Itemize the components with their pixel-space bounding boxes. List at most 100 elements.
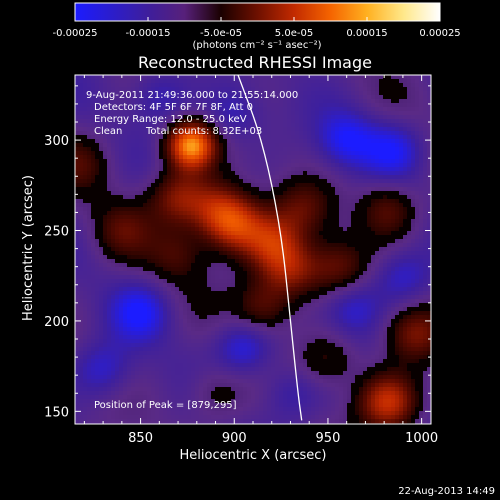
heatmap-cell	[75, 195, 80, 200]
heatmap-cell	[151, 207, 156, 212]
heatmap-cell	[159, 151, 164, 156]
heatmap-cell	[203, 239, 208, 244]
heatmap-cell	[83, 79, 88, 84]
heatmap-cell	[83, 99, 88, 104]
heatmap-cell	[255, 179, 260, 184]
heatmap-cell	[411, 211, 416, 216]
heatmap-cell	[391, 251, 396, 256]
heatmap-cell	[383, 123, 388, 128]
heatmap-cell	[99, 191, 104, 196]
heatmap-cell	[371, 167, 376, 172]
heatmap-cell	[187, 255, 192, 260]
heatmap-cell	[391, 99, 396, 104]
heatmap-cell	[427, 95, 431, 100]
heatmap-cell	[263, 195, 268, 200]
heatmap-cell	[107, 143, 112, 148]
heatmap-cell	[375, 255, 380, 260]
heatmap-cell	[323, 279, 328, 284]
heatmap-cell	[195, 87, 200, 92]
heatmap-cell	[171, 183, 176, 188]
heatmap-cell	[315, 159, 320, 164]
heatmap-cell	[411, 151, 416, 156]
heatmap-cell	[167, 139, 172, 144]
heatmap-cell	[95, 99, 100, 104]
heatmap-cell	[411, 279, 416, 284]
heatmap-cell	[139, 95, 144, 100]
heatmap-cell	[135, 87, 140, 92]
heatmap-cell	[339, 131, 344, 136]
heatmap-cell	[123, 279, 128, 284]
heatmap-cell	[343, 79, 348, 84]
heatmap-cell	[371, 75, 376, 80]
heatmap-cell	[91, 111, 96, 116]
heatmap-cell	[275, 119, 280, 124]
heatmap-cell	[151, 167, 156, 172]
heatmap-cell	[235, 131, 240, 136]
heatmap-cell	[183, 155, 188, 160]
heatmap-cell	[147, 135, 152, 140]
heatmap-cell	[107, 211, 112, 216]
heatmap-cell	[287, 267, 292, 272]
heatmap-cell	[311, 211, 316, 216]
heatmap-cell	[111, 247, 116, 252]
heatmap-cell	[175, 155, 180, 160]
heatmap-cell	[343, 267, 348, 272]
heatmap-cell	[267, 187, 272, 192]
heatmap-cell	[319, 267, 324, 272]
heatmap-cell	[383, 295, 388, 300]
heatmap-cell	[191, 151, 196, 156]
heatmap-cell	[99, 231, 104, 236]
heatmap-cell	[207, 243, 212, 248]
heatmap-cell	[175, 111, 180, 116]
heatmap-cell	[391, 95, 396, 100]
heatmap-cell	[191, 259, 196, 264]
heatmap-cell	[131, 287, 136, 292]
heatmap-cell	[159, 95, 164, 100]
heatmap-cell	[423, 107, 428, 112]
heatmap-cell	[199, 115, 204, 120]
heatmap-cell	[87, 147, 92, 152]
heatmap-cell	[387, 243, 392, 248]
heatmap-cell	[339, 151, 344, 156]
heatmap-cell	[387, 131, 392, 136]
heatmap-cell	[159, 119, 164, 124]
heatmap-cell	[115, 283, 120, 288]
heatmap-cell	[411, 295, 416, 300]
heatmap-cell	[259, 199, 264, 204]
heatmap-cell	[219, 263, 224, 268]
heatmap-cell	[299, 79, 304, 84]
heatmap-cell	[111, 243, 116, 248]
heatmap-cell	[183, 243, 188, 248]
heatmap-cell	[415, 135, 420, 140]
heatmap-cell	[79, 151, 84, 156]
heatmap-cell	[103, 163, 108, 168]
heatmap-cell	[199, 271, 204, 276]
heatmap-cell	[291, 183, 296, 188]
heatmap-cell	[83, 119, 88, 124]
heatmap-cell	[383, 131, 388, 136]
heatmap-cell	[267, 267, 272, 272]
heatmap-cell	[279, 247, 284, 252]
heatmap-cell	[135, 115, 140, 120]
heatmap-cell	[91, 267, 96, 272]
heatmap-cell	[283, 283, 288, 288]
heatmap-cell	[143, 79, 148, 84]
heatmap-cell	[119, 123, 124, 128]
heatmap-cell	[411, 223, 416, 228]
heatmap-cell	[135, 195, 140, 200]
heatmap-cell	[283, 183, 288, 188]
heatmap-cell	[131, 187, 136, 192]
heatmap-cell	[263, 79, 268, 84]
heatmap-cell	[211, 247, 216, 252]
heatmap-cell	[291, 79, 296, 84]
heatmap-cell	[171, 235, 176, 240]
heatmap-cell	[155, 223, 160, 228]
heatmap-cell	[127, 107, 132, 112]
heatmap-cell	[383, 179, 388, 184]
heatmap-cell	[427, 279, 431, 284]
heatmap-cell	[275, 291, 280, 296]
heatmap-cell	[379, 175, 384, 180]
heatmap-cell	[119, 223, 124, 228]
heatmap-cell	[139, 167, 144, 172]
heatmap-cell	[263, 151, 268, 156]
